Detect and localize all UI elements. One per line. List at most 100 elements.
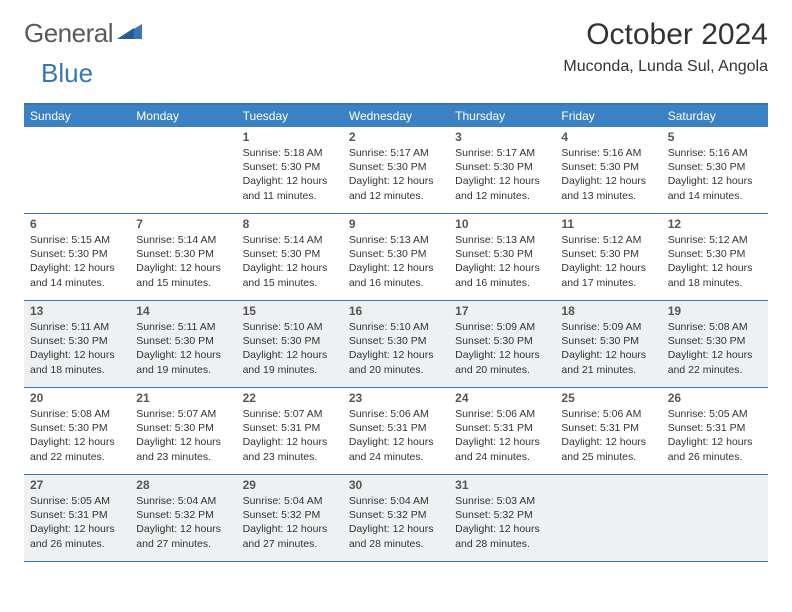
calendar-cell: 13 Sunrise: 5:11 AMSunset: 5:30 PMDayligh… <box>24 301 130 387</box>
calendar-cell: 18 Sunrise: 5:09 AMSunset: 5:30 PMDayligh… <box>555 301 661 387</box>
day-info: Sunrise: 5:10 AMSunset: 5:30 PMDaylight:… <box>243 320 337 377</box>
dayname-saturday: Saturday <box>662 105 768 127</box>
calendar-cell: 28Sunrise: 5:04 AMSunset: 5:32 PMDayligh… <box>130 475 236 561</box>
day-info: Sunrise: 5:17 AMSunset: 5:30 PMDaylight:… <box>455 146 549 203</box>
day-number: 27 <box>30 478 124 492</box>
calendar-cell <box>662 475 768 561</box>
day-info: Sunrise: 5:08 AMSunset: 5:30 PMDaylight:… <box>30 407 124 464</box>
day-number: 25 <box>561 391 655 405</box>
calendar-cell: 24 Sunrise: 5:06 AMSunset: 5:31 PMDayligh… <box>449 388 555 474</box>
day-info: Sunrise: 5:03 AMSunset: 5:32 PMDaylight:… <box>455 494 549 551</box>
day-number: 16 <box>349 304 443 318</box>
day-info: Sunrise: 5:04 AMSunset: 5:32 PMDaylight:… <box>243 494 337 551</box>
location-text: Muconda, Lunda Sul, Angola <box>563 58 768 76</box>
day-info: Sunrise: 5:14 AMSunset: 5:30 PMDaylight:… <box>243 233 337 290</box>
calendar-cell: 19 Sunrise: 5:08 AMSunset: 5:30 PMDayligh… <box>662 301 768 387</box>
calendar-cell: 8 Sunrise: 5:14 AMSunset: 5:30 PMDaylight… <box>237 214 343 300</box>
calendar-cell <box>555 475 661 561</box>
day-number: 11 <box>561 217 655 231</box>
calendar-cell: 11 Sunrise: 5:12 AMSunset: 5:30 PMDayligh… <box>555 214 661 300</box>
calendar-cell <box>130 127 236 213</box>
calendar-cell: 15 Sunrise: 5:10 AMSunset: 5:30 PMDayligh… <box>237 301 343 387</box>
day-number: 29 <box>243 478 337 492</box>
day-info: Sunrise: 5:06 AMSunset: 5:31 PMDaylight:… <box>349 407 443 464</box>
logo-text-blue: Blue <box>41 58 93 89</box>
day-number: 4 <box>561 130 655 144</box>
day-info: Sunrise: 5:16 AMSunset: 5:30 PMDaylight:… <box>561 146 655 203</box>
calendar-cell: 14Sunrise: 5:11 AMSunset: 5:30 PMDayligh… <box>130 301 236 387</box>
calendar-cell: 6Sunrise: 5:15 AMSunset: 5:30 PMDaylight… <box>24 214 130 300</box>
calendar-cell: 7Sunrise: 5:14 AMSunset: 5:30 PMDaylight… <box>130 214 236 300</box>
day-number: 6 <box>30 217 124 231</box>
calendar-cell: 26 Sunrise: 5:05 AMSunset: 5:31 PMDayligh… <box>662 388 768 474</box>
calendar-week: 20Sunrise: 5:08 AMSunset: 5:30 PMDayligh… <box>24 388 768 475</box>
calendar-week: 27 Sunrise: 5:05 AMSunset: 5:31 PMDayligh… <box>24 475 768 562</box>
day-number: 31 <box>455 478 549 492</box>
calendar-cell: 2 Sunrise: 5:17 AMSunset: 5:30 PMDaylight… <box>343 127 449 213</box>
day-info: Sunrise: 5:11 AMSunset: 5:30 PMDaylight:… <box>136 320 230 377</box>
day-number: 2 <box>349 130 443 144</box>
calendar-cell: 16 Sunrise: 5:10 AMSunset: 5:30 PMDayligh… <box>343 301 449 387</box>
day-info: Sunrise: 5:12 AMSunset: 5:30 PMDaylight:… <box>561 233 655 290</box>
calendar-cell: 23 Sunrise: 5:06 AMSunset: 5:31 PMDayligh… <box>343 388 449 474</box>
dayname-friday: Friday <box>555 105 661 127</box>
day-info: Sunrise: 5:05 AMSunset: 5:31 PMDaylight:… <box>668 407 762 464</box>
calendar-week: 1 Sunrise: 5:18 AMSunset: 5:30 PMDaylight… <box>24 127 768 214</box>
day-info: Sunrise: 5:11 AMSunset: 5:30 PMDaylight:… <box>30 320 124 377</box>
day-info: Sunrise: 5:08 AMSunset: 5:30 PMDaylight:… <box>668 320 762 377</box>
day-number: 22 <box>243 391 337 405</box>
calendar-cell: 17Sunrise: 5:09 AMSunset: 5:30 PMDayligh… <box>449 301 555 387</box>
calendar-cell: 12 Sunrise: 5:12 AMSunset: 5:30 PMDayligh… <box>662 214 768 300</box>
day-number: 30 <box>349 478 443 492</box>
day-info: Sunrise: 5:05 AMSunset: 5:31 PMDaylight:… <box>30 494 124 551</box>
logo-triangle-icon <box>117 22 143 45</box>
day-number: 24 <box>455 391 549 405</box>
calendar-cell: 1 Sunrise: 5:18 AMSunset: 5:30 PMDaylight… <box>237 127 343 213</box>
dayname-thursday: Thursday <box>449 105 555 127</box>
calendar-cell: 30 Sunrise: 5:04 AMSunset: 5:32 PMDayligh… <box>343 475 449 561</box>
day-number: 9 <box>349 217 443 231</box>
day-number: 19 <box>668 304 762 318</box>
day-info: Sunrise: 5:18 AMSunset: 5:30 PMDaylight:… <box>243 146 337 203</box>
day-number: 18 <box>561 304 655 318</box>
dayname-tuesday: Tuesday <box>237 105 343 127</box>
day-info: Sunrise: 5:04 AMSunset: 5:32 PMDaylight:… <box>136 494 230 551</box>
day-number: 23 <box>349 391 443 405</box>
day-number: 17 <box>455 304 549 318</box>
calendar-cell: 21Sunrise: 5:07 AMSunset: 5:30 PMDayligh… <box>130 388 236 474</box>
day-info: Sunrise: 5:13 AMSunset: 5:30 PMDaylight:… <box>349 233 443 290</box>
day-info: Sunrise: 5:16 AMSunset: 5:30 PMDaylight:… <box>668 146 762 203</box>
day-info: Sunrise: 5:09 AMSunset: 5:30 PMDaylight:… <box>561 320 655 377</box>
dayname-wednesday: Wednesday <box>343 105 449 127</box>
day-header-row: Sunday Monday Tuesday Wednesday Thursday… <box>24 105 768 127</box>
day-info: Sunrise: 5:13 AMSunset: 5:30 PMDaylight:… <box>455 233 549 290</box>
day-info: Sunrise: 5:07 AMSunset: 5:30 PMDaylight:… <box>136 407 230 464</box>
day-number: 1 <box>243 130 337 144</box>
calendar-cell: 9 Sunrise: 5:13 AMSunset: 5:30 PMDaylight… <box>343 214 449 300</box>
day-info: Sunrise: 5:07 AMSunset: 5:31 PMDaylight:… <box>243 407 337 464</box>
day-number: 12 <box>668 217 762 231</box>
calendar-cell: 27 Sunrise: 5:05 AMSunset: 5:31 PMDayligh… <box>24 475 130 561</box>
calendar-cell: 25Sunrise: 5:06 AMSunset: 5:31 PMDayligh… <box>555 388 661 474</box>
weeks-container: 1 Sunrise: 5:18 AMSunset: 5:30 PMDaylight… <box>24 127 768 562</box>
day-number: 3 <box>455 130 549 144</box>
day-number: 26 <box>668 391 762 405</box>
calendar-cell: 5Sunrise: 5:16 AMSunset: 5:30 PMDaylight… <box>662 127 768 213</box>
dayname-sunday: Sunday <box>24 105 130 127</box>
day-info: Sunrise: 5:12 AMSunset: 5:30 PMDaylight:… <box>668 233 762 290</box>
calendar-cell: 20Sunrise: 5:08 AMSunset: 5:30 PMDayligh… <box>24 388 130 474</box>
dayname-monday: Monday <box>130 105 236 127</box>
calendar-cell <box>24 127 130 213</box>
day-number: 15 <box>243 304 337 318</box>
day-info: Sunrise: 5:10 AMSunset: 5:30 PMDaylight:… <box>349 320 443 377</box>
calendar-cell: 29 Sunrise: 5:04 AMSunset: 5:32 PMDayligh… <box>237 475 343 561</box>
day-info: Sunrise: 5:04 AMSunset: 5:32 PMDaylight:… <box>349 494 443 551</box>
day-number: 13 <box>30 304 124 318</box>
day-number: 10 <box>455 217 549 231</box>
day-info: Sunrise: 5:14 AMSunset: 5:30 PMDaylight:… <box>136 233 230 290</box>
day-number: 8 <box>243 217 337 231</box>
day-info: Sunrise: 5:17 AMSunset: 5:30 PMDaylight:… <box>349 146 443 203</box>
calendar-cell: 10 Sunrise: 5:13 AMSunset: 5:30 PMDayligh… <box>449 214 555 300</box>
logo: General <box>24 18 145 49</box>
day-info: Sunrise: 5:06 AMSunset: 5:31 PMDaylight:… <box>455 407 549 464</box>
